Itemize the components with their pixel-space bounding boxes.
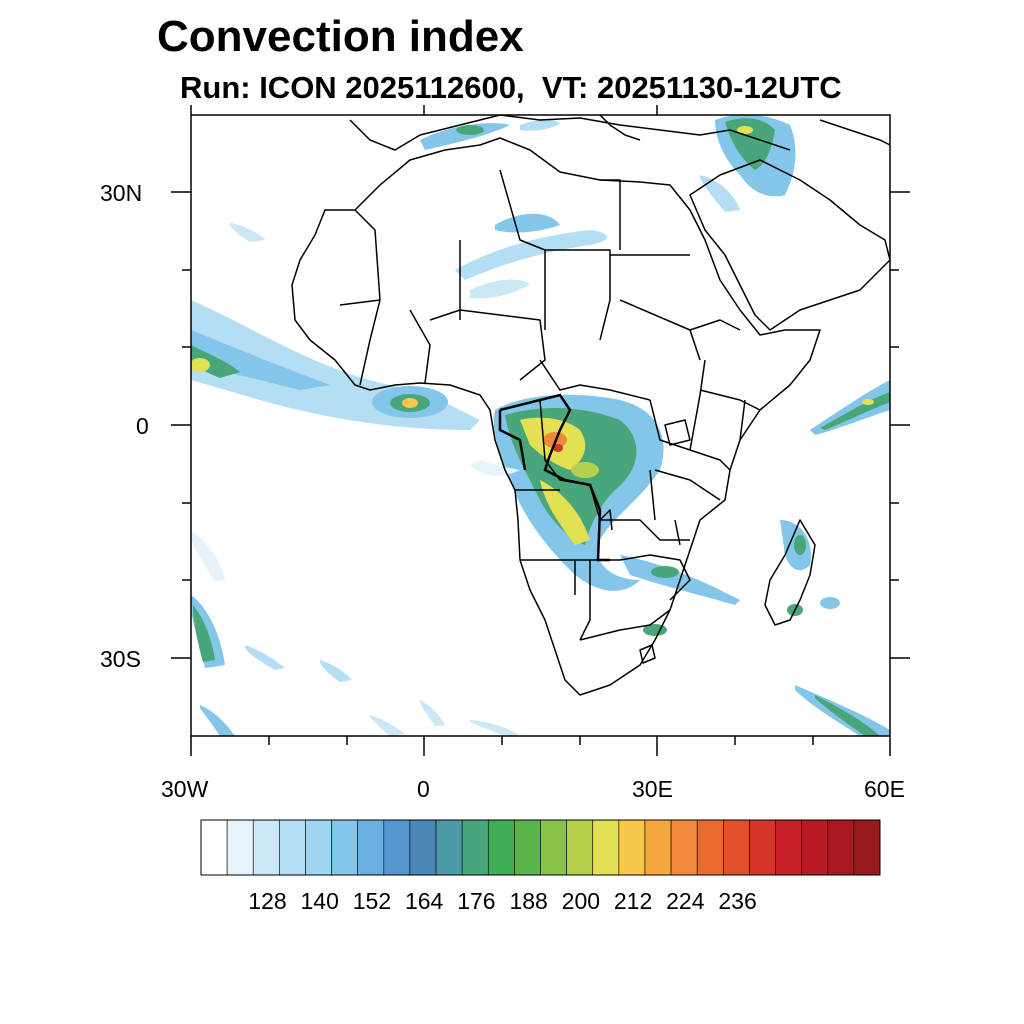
colorbar-swatch — [435, 819, 463, 876]
colorbar-swatch — [749, 819, 776, 876]
colorbar-label: 224 — [666, 888, 705, 914]
colorbar-swatch — [827, 819, 855, 876]
colorbar-swatch — [252, 819, 280, 876]
congo-border — [498, 393, 610, 562]
lon-label-0: 0 — [417, 776, 430, 802]
lon-label-30e: 30E — [632, 776, 673, 802]
colorbar-label: 236 — [718, 888, 757, 914]
colorbar-swatch — [279, 819, 306, 876]
colorbar-label: 188 — [509, 888, 548, 914]
axis-ticks — [171, 105, 910, 756]
arabia-coastline — [689, 159, 890, 331]
colorbar-swatch — [696, 819, 724, 876]
colorbar-swatch — [775, 819, 802, 876]
colorbar-swatch — [383, 819, 411, 876]
colorbar-label: 200 — [561, 888, 601, 914]
colorbar-swatch — [540, 819, 567, 876]
colorbar-label: 140 — [300, 888, 339, 914]
colorbar-swatch — [853, 819, 881, 876]
colorbar-swatch — [487, 819, 515, 876]
lon-label-60e: 60E — [864, 776, 905, 802]
country-borders — [339, 169, 761, 641]
colorbar-swatch — [644, 819, 672, 876]
lat-label-0: 0 — [136, 413, 149, 439]
colorbar-swatch — [723, 819, 750, 876]
colorbar-swatch — [514, 819, 541, 876]
coastlines-borders — [291, 115, 890, 696]
colorbar-outline — [200, 819, 881, 876]
colorbar-label: 152 — [352, 888, 392, 914]
colorbar-label: 128 — [248, 888, 287, 914]
colorbar-swatch — [409, 819, 437, 876]
colorbar-swatch — [331, 819, 358, 876]
map-title: Convection index — [157, 12, 524, 61]
colorbar-swatch — [618, 819, 646, 876]
colorbar-swatch — [357, 819, 385, 876]
colorbar — [200, 819, 881, 876]
mediterranean-coastline — [349, 115, 791, 151]
colorbar-swatch — [305, 819, 332, 876]
colorbar-label: 176 — [457, 888, 496, 914]
colorbar-swatch — [670, 819, 698, 876]
map-subtitle: Run: ICON 2025112600, VT: 20251130-12UTC — [180, 70, 842, 105]
colorbar-swatch — [566, 819, 594, 876]
colorbar-swatch — [592, 819, 620, 876]
convection-field — [191, 115, 890, 736]
colorbar-swatch — [461, 819, 489, 876]
colorbar-swatch — [801, 819, 829, 876]
lon-label-30w: 30W — [161, 776, 209, 802]
colorbar-swatch — [226, 819, 254, 876]
lat-label-30s: 30S — [100, 646, 141, 672]
lat-label-30n: 30N — [100, 180, 143, 206]
colorbar-swatch — [200, 819, 228, 876]
colorbar-label: 164 — [404, 888, 444, 914]
madagascar-coastline — [764, 519, 816, 626]
colorbar-label: 212 — [613, 888, 653, 914]
